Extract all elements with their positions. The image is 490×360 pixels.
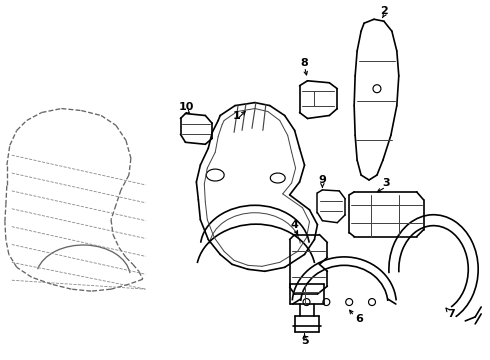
Text: 5: 5 bbox=[301, 336, 308, 346]
Text: 8: 8 bbox=[301, 58, 308, 68]
Text: 3: 3 bbox=[382, 178, 390, 188]
Text: 2: 2 bbox=[380, 6, 388, 16]
Text: 9: 9 bbox=[318, 175, 326, 185]
Text: 4: 4 bbox=[291, 220, 298, 230]
Text: 1: 1 bbox=[232, 111, 240, 121]
Text: 7: 7 bbox=[447, 309, 455, 319]
Text: 10: 10 bbox=[179, 102, 194, 112]
Text: 6: 6 bbox=[355, 314, 363, 324]
